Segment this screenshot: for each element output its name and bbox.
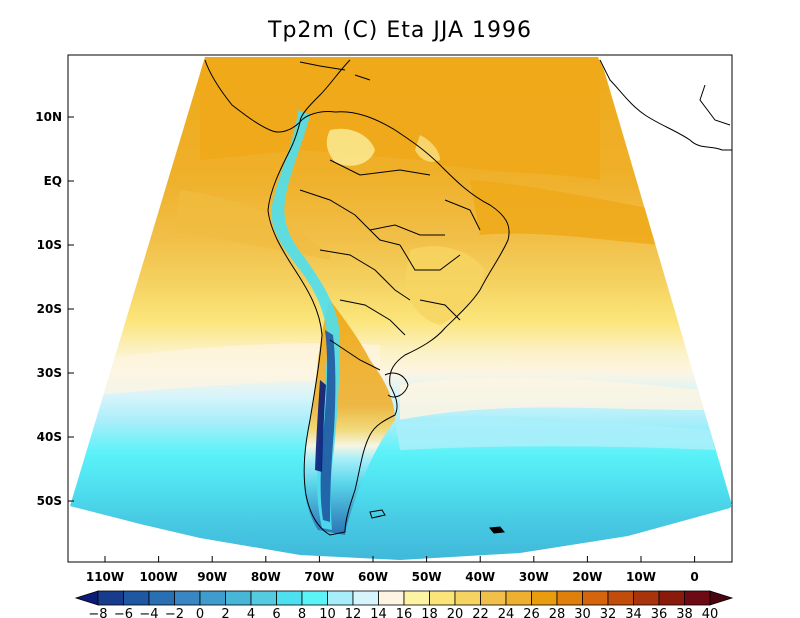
colorbar-swatch xyxy=(531,590,558,606)
colorbar-swatch xyxy=(403,590,430,606)
colorbar-label: 20 xyxy=(447,607,464,618)
colorbar-swatch xyxy=(174,590,201,606)
lon-label: 40W xyxy=(465,570,495,584)
colorbar-label: 30 xyxy=(574,607,591,618)
lon-label: 20W xyxy=(572,570,602,584)
temperature-field xyxy=(70,57,732,560)
colorbar-swatch xyxy=(607,590,634,606)
colorbar-label: 10 xyxy=(319,607,336,618)
colorbar-label: 0 xyxy=(196,607,204,618)
lon-label: 10W xyxy=(626,570,656,584)
lon-label: 60W xyxy=(358,570,388,584)
colorbar-labels: −8 −6 −4 −2 0 2 4 6 8 10 12 14 16 18 20 22 24 26 28 30 32 34 3… xyxy=(88,607,718,618)
colorbar-swatch xyxy=(123,590,150,606)
colorbar-swatch xyxy=(556,590,583,606)
colorbar-label: −8 xyxy=(88,607,107,618)
colorbar-swatch xyxy=(148,590,175,606)
coastlines xyxy=(204,59,732,536)
lon-label: 80W xyxy=(251,570,281,584)
colorbar-swatch xyxy=(454,590,481,606)
colorbar-swatch xyxy=(327,590,354,606)
colorbar-label: −4 xyxy=(139,607,158,618)
lon-label: 70W xyxy=(304,570,334,584)
colorbar-swatch xyxy=(225,590,252,606)
colorbar-label: −6 xyxy=(114,607,133,618)
lon-label: 0 xyxy=(690,570,698,584)
lon-label: 100W xyxy=(139,570,177,584)
colorbar-label: 14 xyxy=(370,607,387,618)
colorbar-label: 2 xyxy=(221,607,229,618)
colorbar-label: 38 xyxy=(676,607,693,618)
colorbar-swatch xyxy=(505,590,532,606)
lat-label: 50S xyxy=(37,494,62,508)
map-title: Tp2m (C) Eta JJA 1996 xyxy=(268,18,532,43)
colorbar-label: 24 xyxy=(498,607,515,618)
colorbar-label: 12 xyxy=(345,607,362,618)
colorbar-label: 32 xyxy=(600,607,617,618)
colorbar-label: 22 xyxy=(472,607,489,618)
colorbar-swatch xyxy=(684,590,711,606)
colorbar-label: 28 xyxy=(549,607,566,618)
colorbar-swatch xyxy=(276,590,303,606)
lat-label: 20S xyxy=(37,302,62,316)
colorbar-swatch xyxy=(658,590,685,606)
lat-label: 40S xyxy=(37,430,62,444)
lat-label: 30S xyxy=(37,366,62,380)
latitude-axis: 10N EQ 10S 20S 30S 40S 50S xyxy=(35,110,74,508)
colorbar-swatch xyxy=(633,590,660,606)
colorbar-label: 34 xyxy=(625,607,642,618)
lat-label: 10S xyxy=(37,238,62,252)
lon-label: 90W xyxy=(197,570,227,584)
colorbar-swatch xyxy=(378,590,405,606)
lon-label: 110W xyxy=(86,570,124,584)
colorbar-label: 40 xyxy=(702,607,719,618)
colorbar-label: 36 xyxy=(651,607,668,618)
lon-label: 50W xyxy=(412,570,442,584)
colorbar-swatch xyxy=(199,590,226,606)
colorbar-label: 6 xyxy=(272,607,280,618)
colorbar-swatch xyxy=(301,590,328,606)
colorbar-label: 18 xyxy=(421,607,438,618)
colorbar-swatch xyxy=(352,590,379,606)
colorbar-swatch xyxy=(429,590,456,606)
lat-label: EQ xyxy=(44,174,62,188)
colorbar-swatch xyxy=(480,590,507,606)
colorbar-label: −2 xyxy=(165,607,184,618)
lon-label: 30W xyxy=(519,570,549,584)
lat-label: 10N xyxy=(35,110,62,124)
colorbar-swatch xyxy=(97,590,124,606)
colorbar-label: 4 xyxy=(247,607,255,618)
colorbar-arrow-right xyxy=(709,590,734,606)
colorbar xyxy=(74,590,734,606)
colorbar-label: 8 xyxy=(298,607,306,618)
colorbar-label: 26 xyxy=(523,607,540,618)
colorbar-swatch xyxy=(250,590,277,606)
colorbar-label: 16 xyxy=(396,607,413,618)
colorbar-arrow-left xyxy=(74,590,99,606)
longitude-axis: 110W 100W 90W 80W 70W 60W 50W 40W 30W 20W 10W 0 xyxy=(86,556,699,584)
colorbar-swatch xyxy=(582,590,609,606)
